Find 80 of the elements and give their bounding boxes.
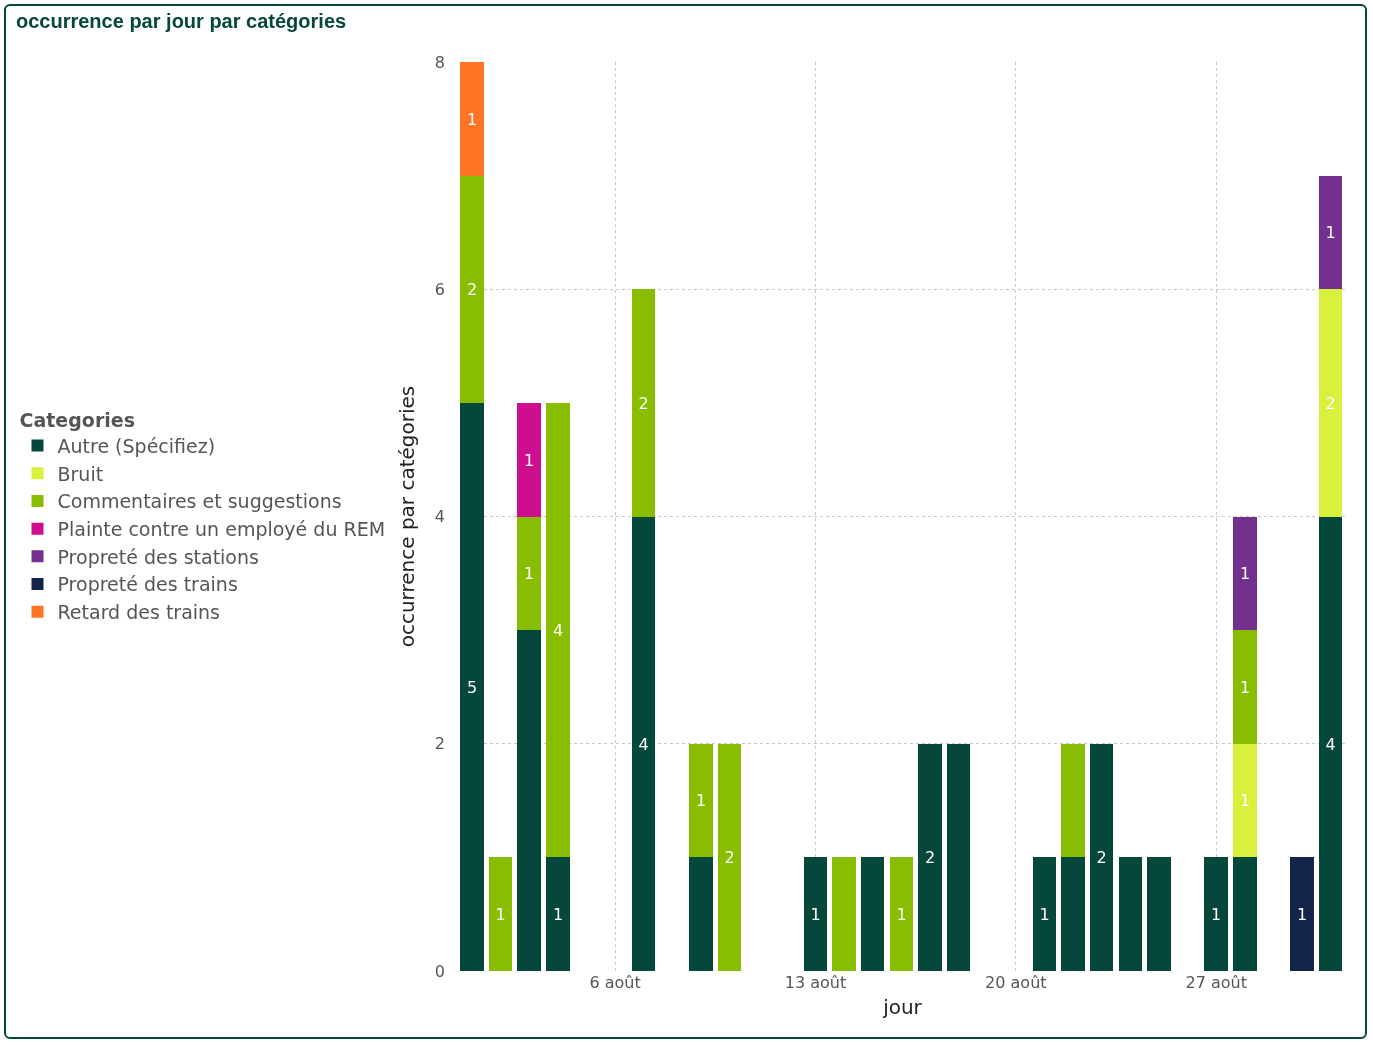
- bar: [546, 857, 570, 971]
- y-tick-label: 0: [434, 961, 445, 981]
- data-label: 1: [466, 109, 478, 129]
- bar: [689, 857, 713, 971]
- bar: [1033, 857, 1056, 971]
- data-label: 1: [1039, 904, 1050, 924]
- bar: [489, 857, 512, 971]
- x-axis-title: jour: [882, 994, 923, 1019]
- bar: [1290, 857, 1314, 971]
- legend-label: Commentaires et suggestions: [57, 490, 342, 513]
- data-label: 2: [1325, 393, 1336, 413]
- bar: [1319, 289, 1342, 517]
- bar: [890, 857, 913, 971]
- legend-title: Categories: [19, 408, 135, 431]
- data-label: 1: [552, 904, 564, 924]
- bar: [460, 403, 484, 971]
- legend-label: Retard des trains: [57, 601, 221, 624]
- data-label: 1: [810, 904, 821, 924]
- x-tick-label: 20 août: [985, 973, 1047, 992]
- bar: [832, 857, 856, 971]
- bar: [1233, 744, 1257, 857]
- text: occurrence par jour par catégories: [16, 10, 347, 33]
- bar: [861, 857, 884, 971]
- legend-label: Propreté des trains: [57, 573, 238, 596]
- bar: [918, 744, 942, 971]
- bar: [460, 176, 484, 403]
- bar: [1061, 857, 1085, 971]
- bar: [517, 403, 541, 517]
- data-label: 2: [638, 393, 649, 413]
- data-label: 1: [1239, 564, 1251, 583]
- x-tick-label: 13 août: [784, 973, 847, 992]
- bar: [718, 744, 741, 971]
- data-label: 1: [896, 904, 907, 924]
- data-label: 1: [695, 791, 707, 810]
- data-label: 1: [1210, 904, 1222, 924]
- bar: [517, 630, 541, 971]
- bar: [632, 289, 655, 517]
- x-tick-label: 27 août: [1185, 973, 1247, 992]
- data-label: 1: [1239, 791, 1251, 810]
- bar: [689, 744, 713, 857]
- y-tick-label: 6: [434, 279, 445, 299]
- legend-label: Autre (Spécifiez): [57, 434, 216, 457]
- y-tick-label: 8: [434, 52, 445, 72]
- data-label: 2: [924, 848, 936, 867]
- data-label: 5: [466, 677, 478, 697]
- bar: [460, 62, 484, 176]
- data-label: 1: [1239, 677, 1251, 697]
- bar: [1319, 176, 1342, 289]
- legend-label: Plainte contre un employé du REM: [57, 518, 386, 541]
- bar: [804, 857, 827, 971]
- bar: [1233, 630, 1257, 744]
- bar: [632, 517, 655, 971]
- data-label: 1: [1296, 904, 1308, 924]
- data-label: 4: [638, 734, 649, 754]
- bar: [1061, 744, 1085, 857]
- data-label: 4: [552, 620, 564, 640]
- legend-label: Bruit: [57, 462, 104, 485]
- data-label: 2: [466, 280, 478, 299]
- bar: [517, 517, 541, 630]
- bar: [1147, 857, 1171, 971]
- x-tick-label: 6 août: [589, 973, 641, 992]
- data-label: 1: [523, 564, 535, 583]
- data-label: 1: [1325, 223, 1336, 242]
- data-label: 1: [523, 450, 535, 470]
- data-label: 2: [1096, 848, 1107, 867]
- data-label: 1: [495, 904, 506, 924]
- bar: [1204, 857, 1228, 971]
- bar: [1119, 857, 1142, 971]
- bar: [1090, 744, 1113, 971]
- bar: [1233, 517, 1257, 630]
- data-label: 2: [724, 848, 735, 867]
- bar: [546, 403, 570, 857]
- y-axis-title: occurrence par catégories: [395, 385, 420, 648]
- bar: [1233, 857, 1257, 971]
- data-label: 4: [1325, 734, 1336, 754]
- y-tick-label: 2: [434, 734, 445, 754]
- legend-label: Propreté des stations: [57, 545, 259, 568]
- bar: [947, 744, 970, 971]
- bar: [1319, 517, 1342, 971]
- y-tick-label: 4: [434, 507, 445, 527]
